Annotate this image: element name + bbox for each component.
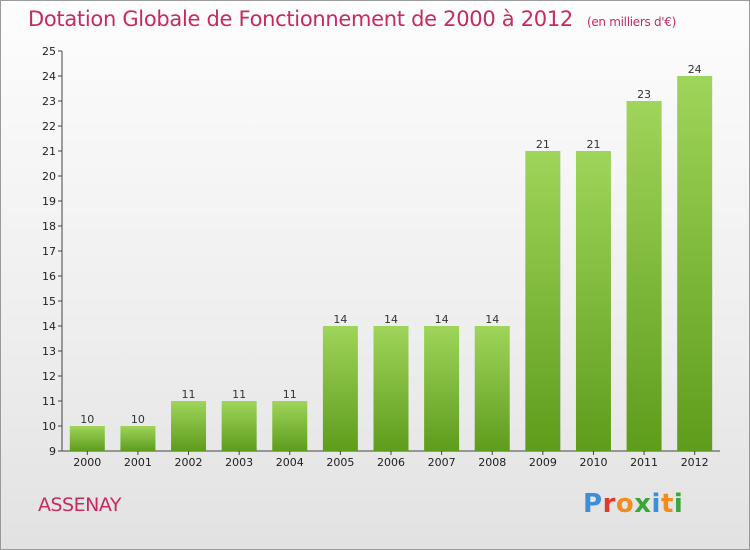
y-tick-label: 19 (42, 195, 56, 208)
bar (575, 151, 611, 451)
logo-letter: x (634, 489, 652, 519)
data-label: 11 (232, 388, 246, 401)
bar (221, 401, 257, 451)
logo-letter: t (660, 489, 674, 519)
bar (474, 326, 510, 451)
y-tick-label: 16 (42, 270, 56, 283)
data-label: 14 (435, 313, 449, 326)
x-tick-label: 2009 (529, 456, 557, 469)
proxiti-logo[interactable]: Proxiti (583, 489, 683, 519)
chart-title: Dotation Globale de Fonctionnement de 20… (28, 7, 676, 31)
x-tick-label: 2011 (630, 456, 658, 469)
y-tick-label: 20 (42, 170, 56, 183)
y-tick-label: 24 (42, 70, 56, 83)
bar (120, 426, 156, 451)
x-tick-label: 2001 (124, 456, 152, 469)
y-tick-label: 22 (42, 120, 56, 133)
data-label: 10 (131, 413, 145, 426)
bar (424, 326, 460, 451)
y-tick-label: 18 (42, 220, 56, 233)
x-tick-label: 2010 (579, 456, 607, 469)
logo-letter: i (673, 489, 684, 519)
bar (626, 101, 662, 451)
logo-letter: r (602, 489, 616, 519)
x-tick-label: 2003 (225, 456, 253, 469)
x-tick-label: 2002 (175, 456, 203, 469)
y-tick-label: 15 (42, 295, 56, 308)
data-label: 11 (283, 388, 297, 401)
logo-letter: o (615, 489, 635, 519)
bar (525, 151, 561, 451)
data-label: 14 (384, 313, 398, 326)
data-label: 11 (182, 388, 196, 401)
bar (677, 76, 713, 451)
x-tick-label: 2008 (478, 456, 506, 469)
y-tick-label: 21 (42, 145, 56, 158)
y-tick-label: 11 (42, 395, 56, 408)
data-label: 23 (637, 88, 651, 101)
bar (171, 401, 207, 451)
chart-subtitle: (en milliers d'€) (586, 15, 676, 29)
y-tick-label: 23 (42, 95, 56, 108)
logo-letter: P (583, 489, 603, 519)
x-tick-label: 2006 (377, 456, 405, 469)
data-label: 10 (80, 413, 94, 426)
bar (69, 426, 105, 451)
y-tick-label: 12 (42, 370, 56, 383)
y-tick-label: 10 (42, 420, 56, 433)
bar (373, 326, 409, 451)
x-tick-label: 2005 (326, 456, 354, 469)
y-tick-label: 13 (42, 345, 56, 358)
bars: 10 10 11 11 11 14 14 14 14 21 21 23 24 (69, 63, 713, 451)
data-label: 21 (536, 138, 550, 151)
data-label: 24 (688, 63, 702, 76)
y-tick-label: 14 (42, 320, 56, 333)
x-tick-label: 2007 (428, 456, 456, 469)
x-tick-label: 2012 (681, 456, 709, 469)
x-tick-label: 2004 (276, 456, 304, 469)
y-tick-label: 9 (49, 445, 56, 458)
title-text: Dotation Globale de Fonctionnement de 20… (28, 7, 573, 31)
data-label: 14 (485, 313, 499, 326)
bar (322, 326, 358, 451)
city-name: ASSENAY (38, 494, 121, 516)
y-tick-label: 25 (42, 45, 56, 58)
x-tick-label: 2000 (73, 456, 101, 469)
logo-letter: i (651, 489, 661, 519)
y-tick-label: 17 (42, 245, 56, 258)
bar (272, 401, 308, 451)
data-label: 21 (586, 138, 600, 151)
data-label: 14 (333, 313, 347, 326)
